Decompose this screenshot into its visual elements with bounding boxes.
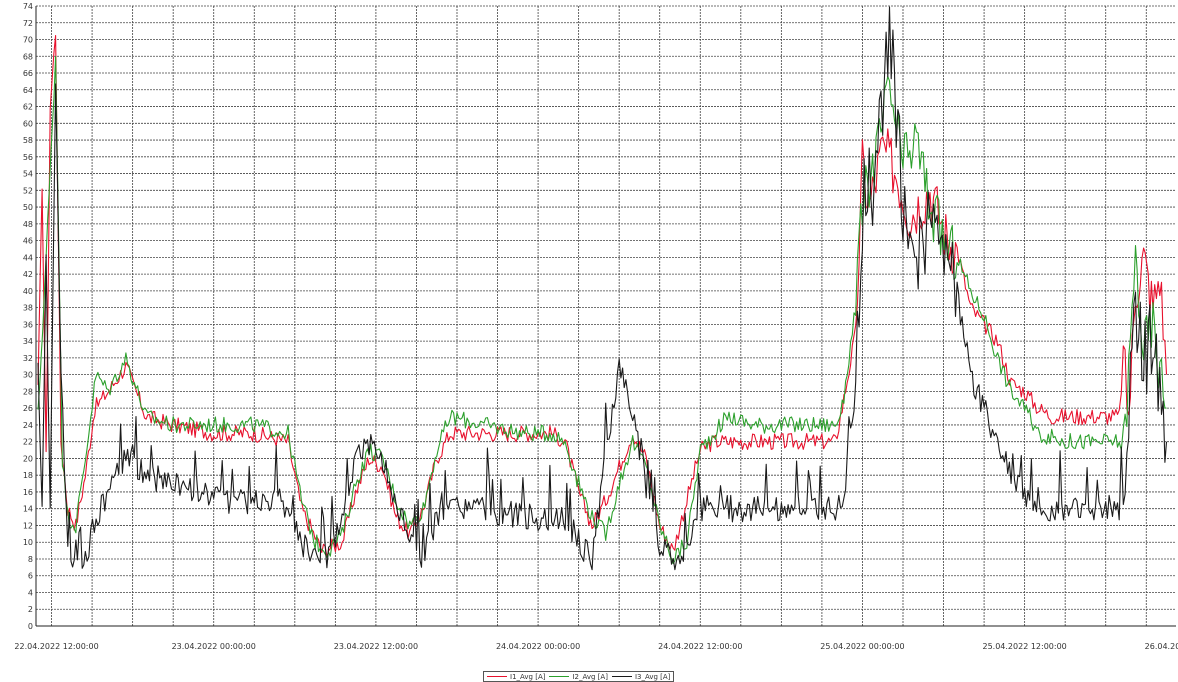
y-tick-label: 14 xyxy=(23,505,33,514)
legend-item-i1: I1_Avg [A] xyxy=(487,672,545,681)
series-line-3 xyxy=(37,6,1168,571)
legend-item-i2: I2_Avg [A] xyxy=(549,672,608,681)
y-axis-ticks: 0246810121416182022242628303234363840424… xyxy=(23,2,33,631)
y-tick-label: 22 xyxy=(23,438,33,447)
y-tick-label: 10 xyxy=(23,538,33,547)
x-tick-label: 25.04.2022 12:00:00 xyxy=(982,642,1066,651)
y-tick-label: 6 xyxy=(28,572,33,581)
y-tick-label: 32 xyxy=(23,354,33,363)
y-tick-label: 74 xyxy=(23,2,33,11)
y-tick-label: 20 xyxy=(23,454,33,463)
y-tick-label: 46 xyxy=(23,237,33,246)
plot-area xyxy=(36,6,1176,626)
y-tick-label: 28 xyxy=(23,387,33,396)
y-tick-label: 30 xyxy=(23,371,33,380)
series-line-1 xyxy=(37,35,1168,558)
y-tick-label: 26 xyxy=(23,404,33,413)
y-tick-label: 66 xyxy=(23,69,33,78)
legend-label-i2: I2_Avg [A] xyxy=(572,672,608,681)
y-tick-label: 70 xyxy=(23,36,33,45)
chart-legend: I1_Avg [A] I2_Avg [A] I3_Avg [A] xyxy=(483,671,675,682)
y-tick-label: 18 xyxy=(23,471,33,480)
legend-label-i3: I3_Avg [A] xyxy=(634,672,671,681)
y-tick-label: 38 xyxy=(23,304,33,313)
legend-swatch-i3 xyxy=(611,676,632,677)
y-tick-label: 24 xyxy=(23,421,33,430)
y-tick-label: 68 xyxy=(23,52,33,61)
x-tick-label: 24.04.2022 12:00:00 xyxy=(658,642,742,651)
y-tick-label: 36 xyxy=(23,320,33,329)
y-tick-label: 16 xyxy=(23,488,33,497)
y-tick-label: 72 xyxy=(23,19,33,28)
y-tick-label: 0 xyxy=(28,622,33,631)
y-tick-label: 54 xyxy=(23,170,33,179)
y-tick-label: 60 xyxy=(23,119,33,128)
y-tick-label: 34 xyxy=(23,337,33,346)
x-tick-label: 23.04.2022 12:00:00 xyxy=(334,642,418,651)
y-tick-label: 42 xyxy=(23,270,33,279)
series-lines xyxy=(37,6,1168,571)
legend-swatch-i1 xyxy=(487,676,507,677)
legend-item-i3: I3_Avg [A] xyxy=(611,672,671,681)
y-tick-label: 56 xyxy=(23,153,33,162)
y-tick-label: 12 xyxy=(23,521,33,530)
x-tick-label: 22.04.2022 12:00:00 xyxy=(14,642,98,651)
y-tick-label: 40 xyxy=(23,287,33,296)
y-tick-label: 8 xyxy=(28,555,33,564)
y-tick-label: 2 xyxy=(28,605,33,614)
y-tick-label: 48 xyxy=(23,220,33,229)
y-tick-label: 4 xyxy=(28,588,33,597)
x-tick-label: 26.04.2022 00:00:00 xyxy=(1145,642,1178,651)
x-tick-label: 24.04.2022 00:00:00 xyxy=(496,642,580,651)
series-line-2 xyxy=(37,55,1167,565)
legend-label-i1: I1_Avg [A] xyxy=(510,672,546,681)
x-tick-label: 25.04.2022 00:00:00 xyxy=(820,642,904,651)
y-tick-label: 50 xyxy=(23,203,33,212)
legend-swatch-i2 xyxy=(549,676,570,677)
x-axis-ticks: 22.04.2022 12:00:00 23.04.2022 00:00:00 23… xyxy=(14,642,1178,651)
y-tick-label: 58 xyxy=(23,136,33,145)
y-tick-label: 62 xyxy=(23,103,33,112)
x-tick-label: 23.04.2022 00:00:00 xyxy=(172,642,256,651)
y-tick-label: 52 xyxy=(23,186,33,195)
y-tick-label: 64 xyxy=(23,86,33,95)
y-tick-label: 44 xyxy=(23,253,33,262)
